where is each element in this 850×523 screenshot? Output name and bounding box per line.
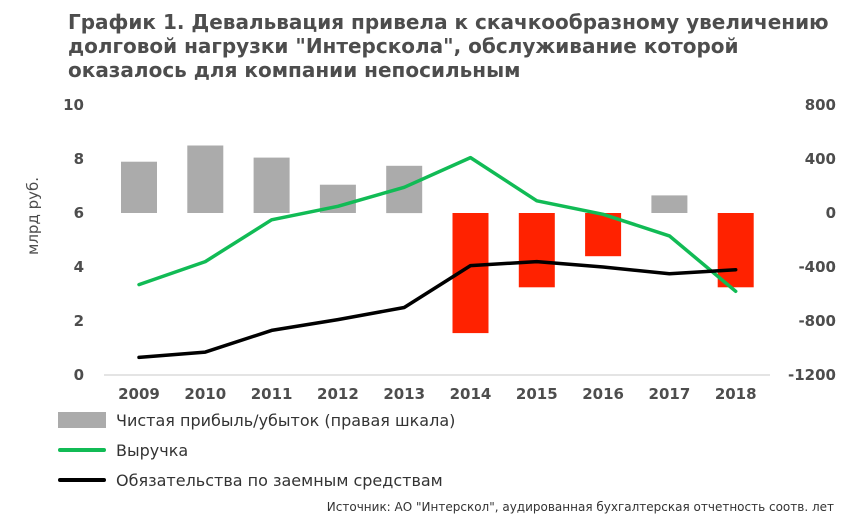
legend-label-profit: Чистая прибыль/убыток (правая шкала) bbox=[116, 410, 456, 430]
x-tick-2017: 2017 bbox=[649, 385, 691, 403]
title-line-1: График 1. Девальвация привела к скачкооб… bbox=[68, 10, 829, 34]
bar-2015 bbox=[518, 213, 555, 288]
left-tick-2: 2 bbox=[74, 312, 84, 330]
x-tick-2011: 2011 bbox=[251, 385, 293, 403]
x-tick-2014: 2014 bbox=[450, 385, 492, 403]
legend-swatch-revenue bbox=[58, 448, 106, 452]
x-tick-2018: 2018 bbox=[715, 385, 757, 403]
x-tick-2010: 2010 bbox=[184, 385, 226, 403]
legend-swatch-profit bbox=[58, 412, 106, 428]
right-tick--1200: -1200 bbox=[788, 366, 836, 384]
x-tick-2016: 2016 bbox=[582, 385, 624, 403]
right-tick-0: 0 bbox=[826, 204, 836, 222]
bar-2011 bbox=[253, 157, 290, 213]
bar-2009 bbox=[121, 161, 157, 213]
legend-swatch-debt bbox=[58, 478, 106, 482]
right-tick--400: -400 bbox=[798, 258, 836, 276]
right-tick-800: 800 bbox=[805, 96, 836, 114]
x-tick-2013: 2013 bbox=[383, 385, 425, 403]
bar-2017 bbox=[651, 195, 688, 213]
x-tick-2012: 2012 bbox=[317, 385, 359, 403]
left-tick-4: 4 bbox=[74, 258, 84, 276]
left-tick-10: 10 bbox=[63, 96, 84, 114]
y-axis-label: млрд руб. bbox=[24, 177, 42, 255]
legend-item-revenue: Выручка bbox=[58, 439, 188, 461]
x-tick-2015: 2015 bbox=[516, 385, 558, 403]
bar-2010 bbox=[187, 145, 224, 213]
left-tick-8: 8 bbox=[74, 150, 84, 168]
right-axis-ticks: -1200 -800 -400 0 400 800 bbox=[788, 96, 836, 384]
title-line-3: оказалось для компании непосильным bbox=[68, 58, 521, 82]
legend-item-profit: Чистая прибыль/убыток (правая шкала) bbox=[58, 409, 455, 431]
legend-item-debt: Обязательства по заемным средствам bbox=[58, 469, 443, 491]
left-tick-6: 6 bbox=[74, 204, 84, 222]
left-axis-ticks: 0 2 4 6 8 10 bbox=[63, 96, 84, 384]
chart-title: График 1. Девальвация привела к скачкооб… bbox=[68, 10, 838, 82]
right-tick-400: 400 bbox=[805, 150, 836, 168]
bar-2018 bbox=[717, 213, 754, 288]
source-note: Источник: АО "Интерскол", аудированная б… bbox=[326, 500, 834, 514]
series-lines bbox=[137, 155, 738, 360]
bar-2016 bbox=[585, 213, 622, 257]
title-line-2: долговой нагрузки "Интерскола", обслужив… bbox=[68, 34, 739, 58]
left-tick-0: 0 bbox=[74, 366, 84, 384]
legend-label-revenue: Выручка bbox=[116, 440, 189, 460]
revenue-line bbox=[137, 155, 738, 294]
x-axis-ticks: 2009 2010 2011 2012 2013 2014 2015 2016 2017 2018 bbox=[118, 385, 756, 403]
right-tick--800: -800 bbox=[798, 312, 836, 330]
legend-label-debt: Обязательства по заемным средствам bbox=[116, 470, 443, 490]
debt-line bbox=[137, 259, 738, 360]
x-tick-2009: 2009 bbox=[118, 385, 160, 403]
